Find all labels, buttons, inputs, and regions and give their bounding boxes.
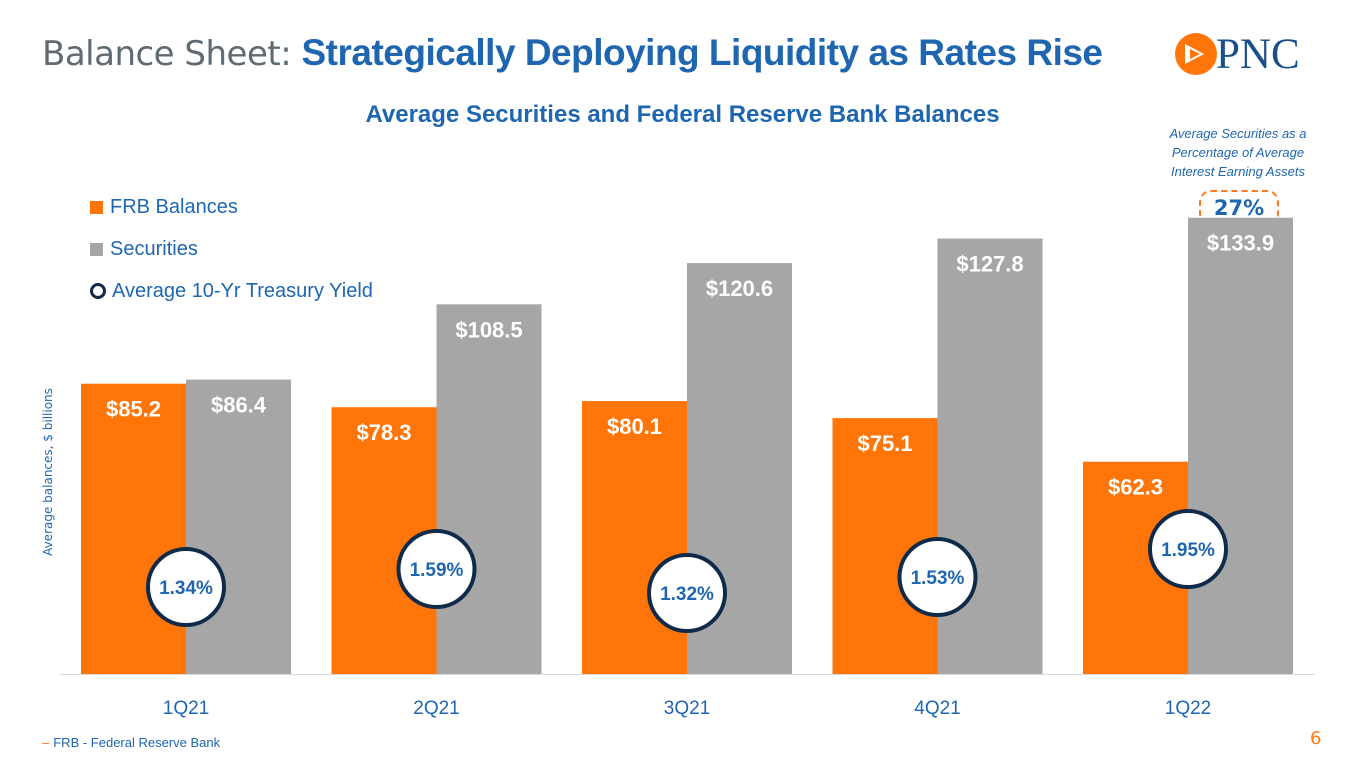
securities-percentage-note: Average Securities as a Percentage of Av… bbox=[1169, 126, 1307, 179]
legend-label-treasury-yield: Average 10-Yr Treasury Yield bbox=[112, 279, 373, 302]
logo-text: PNC bbox=[1216, 31, 1300, 78]
bar-frb bbox=[81, 383, 186, 674]
bar-securities bbox=[186, 379, 291, 674]
page-title: Balance Sheet: Strategically Deploying L… bbox=[42, 32, 1103, 74]
treasury-yield-label: 1.34% bbox=[159, 578, 213, 599]
bar-frb bbox=[582, 401, 687, 674]
data-label-frb: $80.1 bbox=[607, 414, 662, 439]
footnote-text: FRB - Federal Reserve Bank bbox=[53, 735, 221, 750]
treasury-yield-label: 1.53% bbox=[911, 568, 965, 589]
x-tick-label: 4Q21 bbox=[914, 698, 960, 719]
x-tick-label: 1Q21 bbox=[163, 698, 209, 719]
legend-item-frb: FRB Balances bbox=[90, 186, 373, 228]
x-tick-label: 1Q22 bbox=[1165, 698, 1211, 719]
treasury-yield-ring bbox=[897, 537, 978, 617]
data-label-frb: $85.2 bbox=[106, 397, 161, 422]
legend-item-securities: Securities bbox=[90, 228, 373, 270]
x-tick-label: 3Q21 bbox=[664, 698, 710, 719]
legend-ring-treasury-yield bbox=[90, 283, 106, 299]
pnc-logo-icon bbox=[1175, 33, 1217, 75]
data-label-securities: $120.6 bbox=[706, 276, 773, 301]
data-label-securities: $133.9 bbox=[1207, 231, 1274, 256]
data-label-securities: $86.4 bbox=[211, 393, 267, 418]
bar-securities bbox=[436, 304, 542, 674]
bar-securities bbox=[1188, 217, 1293, 674]
treasury-yield-ring bbox=[647, 553, 727, 633]
title-prefix: Balance Sheet: bbox=[42, 34, 292, 74]
page-number: 6 bbox=[1310, 728, 1322, 749]
treasury-yield-ring bbox=[1148, 509, 1228, 589]
x-tick-label: 2Q21 bbox=[413, 698, 459, 719]
data-label-frb: $62.3 bbox=[1108, 475, 1163, 500]
treasury-yield-label: 1.32% bbox=[660, 584, 714, 605]
data-label-frb: $78.3 bbox=[356, 420, 411, 445]
legend-swatch-securities bbox=[90, 242, 103, 256]
legend-label-securities: Securities bbox=[110, 237, 198, 260]
data-label-securities: $127.8 bbox=[956, 252, 1023, 277]
treasury-yield-ring bbox=[146, 547, 226, 627]
title-main: Strategically Deploying Liquidity as Rat… bbox=[301, 32, 1103, 73]
treasury-yield-ring bbox=[396, 529, 477, 609]
legend-swatch-frb bbox=[90, 200, 103, 214]
legend-label-frb: FRB Balances bbox=[110, 195, 238, 218]
treasury-yield-label: 1.59% bbox=[410, 560, 464, 581]
data-label-securities: $108.5 bbox=[455, 317, 522, 342]
footnote-dash: – bbox=[42, 735, 50, 750]
chart-title: Average Securities and Federal Reserve B… bbox=[365, 101, 1000, 128]
treasury-yield-label: 1.95% bbox=[1161, 540, 1215, 561]
legend-item-treasury-yield: Average 10-Yr Treasury Yield bbox=[90, 270, 373, 312]
data-label-frb: $75.1 bbox=[857, 431, 912, 456]
footnote: – FRB - Federal Reserve Bank bbox=[42, 735, 220, 750]
chart-legend: FRB Balances Securities Average 10-Yr Tr… bbox=[90, 186, 373, 312]
